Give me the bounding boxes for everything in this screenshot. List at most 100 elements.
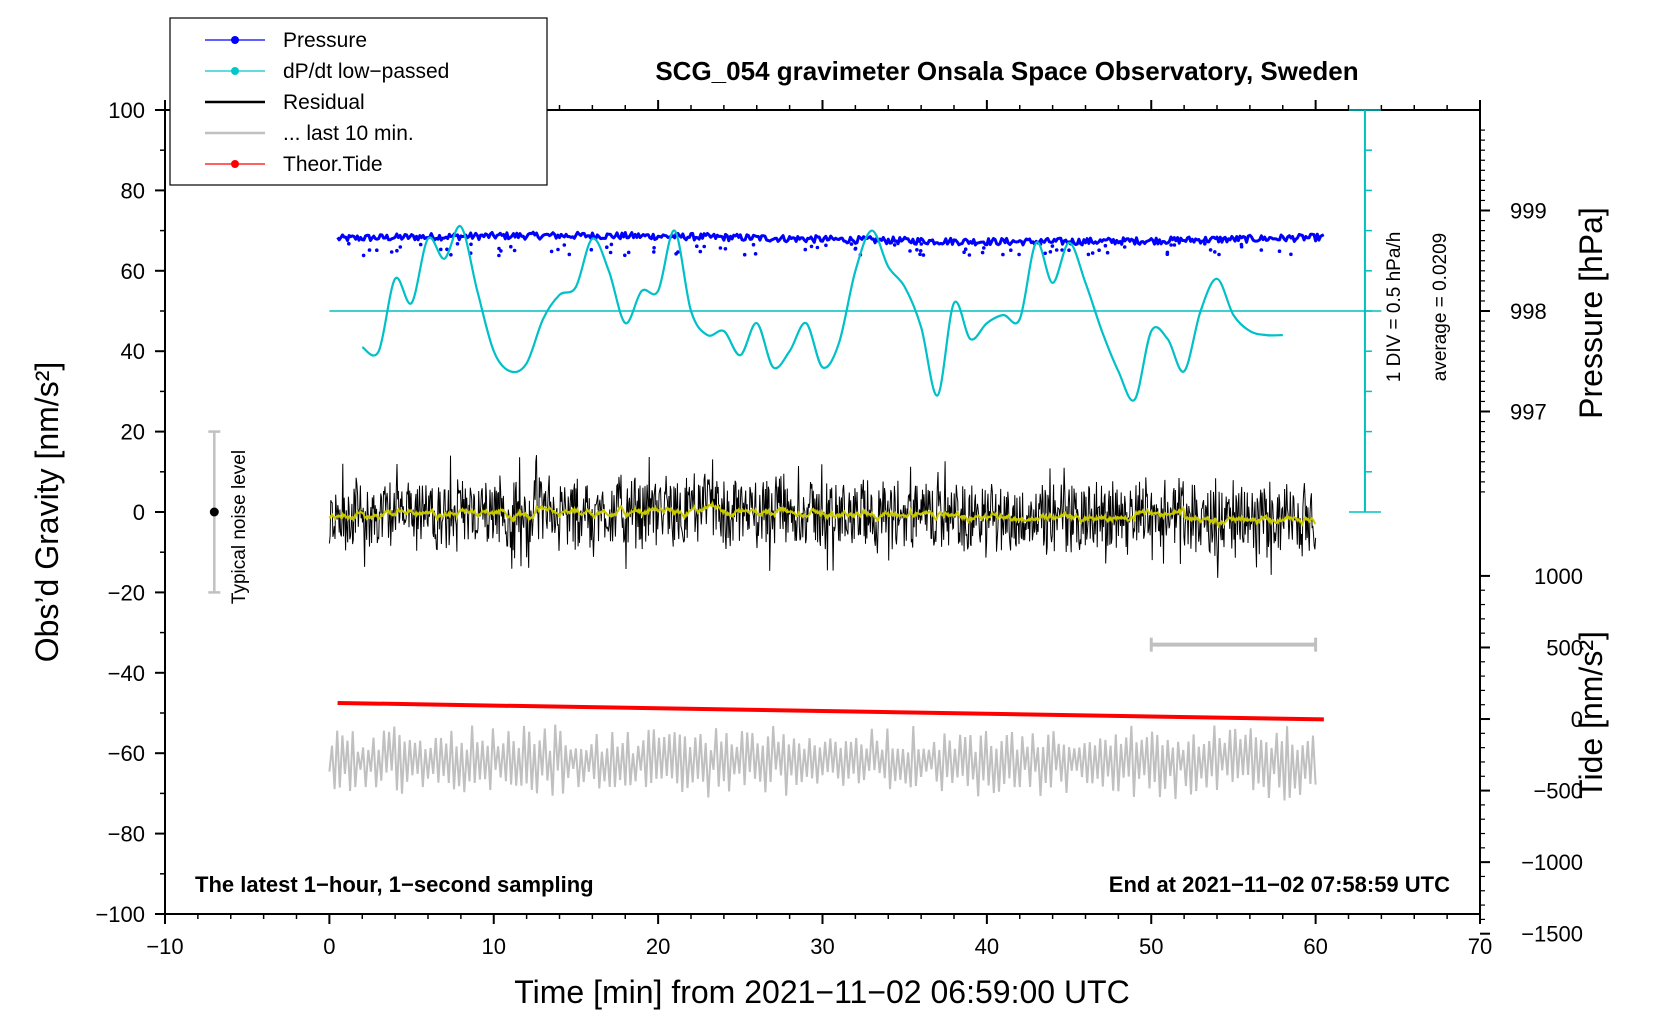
pressure-point xyxy=(963,247,968,251)
pressure-point xyxy=(824,243,828,248)
pressure-point xyxy=(1009,248,1013,252)
legend-marker xyxy=(231,36,239,44)
pressure-point xyxy=(1060,248,1064,252)
pressure-point xyxy=(512,248,517,253)
pressure-point xyxy=(361,253,366,258)
pressure-point xyxy=(567,252,572,257)
pressure-point xyxy=(626,250,631,255)
pressure-point xyxy=(723,247,728,251)
pressure-point xyxy=(395,248,399,253)
series-layer xyxy=(208,109,1382,801)
x-axis-title: Time [min] from 2021−11−02 06:59:00 UTC xyxy=(514,974,1129,1010)
pressure-point xyxy=(623,253,627,258)
pressure-point xyxy=(1208,248,1213,252)
pressure-tick-label: 999 xyxy=(1510,199,1547,224)
pressure-point xyxy=(556,247,560,252)
pressure-point xyxy=(418,242,423,247)
pressure-point xyxy=(375,248,379,252)
pressure-point xyxy=(449,253,453,257)
pressure-point xyxy=(499,249,503,253)
pressure-point xyxy=(1086,252,1091,257)
pressure-point xyxy=(1050,244,1055,248)
legend-label: Pressure xyxy=(283,29,367,52)
legend: Pressure dP/dt low−passed Residual ... last… xyxy=(169,17,548,186)
pressure-point xyxy=(1203,242,1207,246)
pressure-point xyxy=(718,246,723,250)
pressure-point xyxy=(439,247,443,252)
residual-smoothed-line xyxy=(328,500,1317,529)
pressure-point xyxy=(1105,250,1110,255)
pressure-point xyxy=(398,245,403,249)
pressure-point xyxy=(1017,252,1021,257)
legend-label: dP/dt low−passed xyxy=(283,60,449,83)
noise-level-point xyxy=(209,507,219,517)
legend-label: ... last 10 min. xyxy=(283,122,414,145)
pressure-point xyxy=(1259,248,1264,252)
pressure-tick-label: 997 xyxy=(1510,400,1547,425)
pressure-point xyxy=(908,249,912,253)
chart-title: SCG_054 gravimeter Onsala Space Observat… xyxy=(655,56,1358,86)
legend-label: Residual xyxy=(283,91,365,114)
y-tick-label: −20 xyxy=(108,580,145,605)
pressure-point xyxy=(1239,242,1244,247)
pressure-point xyxy=(652,250,656,254)
theor-tide-line xyxy=(337,700,1324,722)
pressure-line xyxy=(336,230,1325,247)
pressure-point xyxy=(445,247,449,252)
note-end-time: End at 2021−11−02 07:58:59 UTC xyxy=(1109,872,1450,897)
y-tick-label: 20 xyxy=(121,420,145,445)
last-10-min-line xyxy=(328,724,1317,801)
pressure-point xyxy=(1213,250,1217,254)
y-axis-title-pressure: Pressure [hPa] xyxy=(1573,207,1609,419)
y-tick-label: −60 xyxy=(108,741,145,766)
pressure-point xyxy=(1169,243,1173,247)
x-tick-label: 20 xyxy=(646,934,670,959)
residual-line xyxy=(328,455,1317,578)
x-tick-label: 60 xyxy=(1303,934,1327,959)
pressure-point xyxy=(497,253,501,258)
pressure-point xyxy=(1048,250,1053,254)
pressure-point xyxy=(980,250,985,255)
pressure-point xyxy=(549,249,554,254)
pressure-point xyxy=(967,253,972,257)
pressure-point xyxy=(674,252,678,256)
pressure-point xyxy=(455,242,460,246)
pressure-point xyxy=(1172,243,1177,247)
note-sampling: The latest 1−hour, 1−second sampling xyxy=(195,872,594,897)
x-tick-label: 40 xyxy=(975,934,999,959)
pressure-point xyxy=(815,245,820,250)
pressure-point xyxy=(1090,251,1095,255)
pressure-point xyxy=(1067,248,1071,252)
pressure-point xyxy=(1277,249,1282,253)
pressure-point xyxy=(809,244,814,249)
pressure-point xyxy=(1289,252,1293,257)
pressure-point xyxy=(1001,252,1005,257)
x-tick-label: 50 xyxy=(1139,934,1163,959)
legend-label: Theor.Tide xyxy=(283,153,383,176)
tide-tick-label: 0 xyxy=(1571,707,1583,732)
x-tick-label: 10 xyxy=(482,934,506,959)
pressure-point xyxy=(1043,251,1047,256)
axes-ticks: −10 0 10 20 30 40 50 60 70−100−80−60−40−20020406… xyxy=(95,98,1583,959)
y-axis-title-tide: Tide [nm/s²] xyxy=(1573,631,1609,799)
tide-tick-label: 500 xyxy=(1546,635,1583,660)
pressure-point xyxy=(509,244,513,249)
pressure-point xyxy=(915,248,919,252)
pressure-point xyxy=(849,242,854,246)
pressure-point xyxy=(962,250,966,254)
dpdt-line xyxy=(361,225,1283,402)
x-tick-label: −10 xyxy=(146,934,183,959)
tide-tick-label: −1000 xyxy=(1521,850,1583,875)
pressure-point xyxy=(921,253,926,257)
pressure-point xyxy=(1217,252,1221,257)
pressure-point xyxy=(1103,243,1108,248)
pressure-point xyxy=(1122,245,1127,249)
y-tick-label: 0 xyxy=(133,500,145,525)
y-axis-title-gravity: Obs’d Gravity [nm/s²] xyxy=(29,362,65,663)
dpdt-average-label: average = 0.0209 xyxy=(1430,233,1451,381)
pressure-point xyxy=(982,246,986,250)
pressure-point xyxy=(609,242,614,247)
tide-tick-label: −1500 xyxy=(1521,922,1583,947)
pressure-point xyxy=(892,243,897,247)
